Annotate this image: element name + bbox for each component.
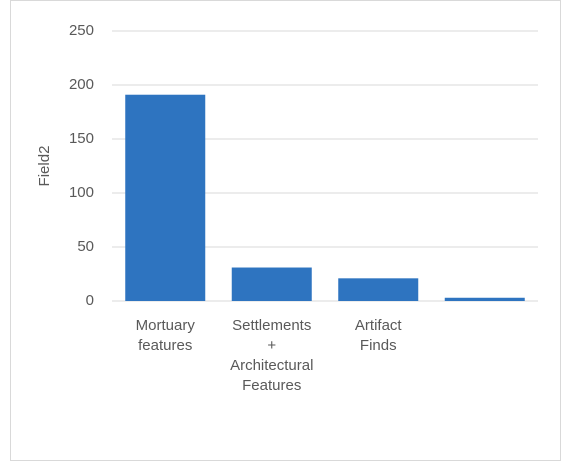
y-tick-label: 200 bbox=[69, 76, 94, 93]
y-tick-label: 50 bbox=[77, 238, 94, 255]
y-tick-label: 150 bbox=[69, 130, 94, 147]
y-tick-label: 250 bbox=[69, 22, 94, 39]
y-tick-label: 0 bbox=[86, 292, 94, 309]
x-tick-text: Mortuary features bbox=[135, 317, 195, 354]
bar bbox=[231, 267, 312, 301]
x-tick-text: Artifact Finds bbox=[354, 317, 402, 354]
x-tick-label: Artifact Finds bbox=[325, 316, 431, 356]
x-tick-label: Mortuary features bbox=[112, 316, 218, 356]
x-tick-label: Settlements + Architectural Features bbox=[219, 316, 325, 396]
chart-border bbox=[10, 0, 561, 461]
bar bbox=[125, 94, 206, 301]
bar bbox=[338, 278, 419, 301]
bar bbox=[444, 297, 525, 301]
y-tick-label: 100 bbox=[69, 184, 94, 201]
y-axis-label: Field2 bbox=[36, 146, 53, 187]
x-tick-text: Settlements + Architectural Features bbox=[230, 317, 314, 394]
